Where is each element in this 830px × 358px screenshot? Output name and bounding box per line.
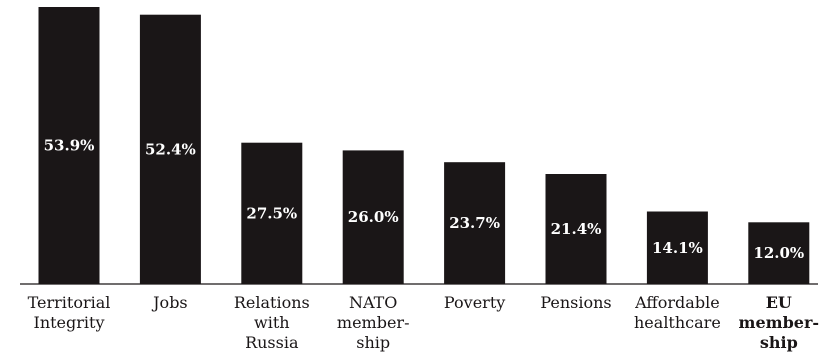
category-label: Affordable healthcare bbox=[634, 293, 721, 332]
category-label-line: Affordable bbox=[634, 293, 720, 312]
category-label-line: Poverty bbox=[444, 293, 505, 312]
category-label-line: ship bbox=[760, 333, 798, 352]
bar bbox=[139, 14, 201, 284]
bar bbox=[38, 7, 100, 284]
category-label-line: Integrity bbox=[34, 313, 105, 332]
bar bbox=[545, 174, 607, 284]
category-label-line: Pensions bbox=[540, 293, 611, 312]
category-label-line: member- bbox=[739, 313, 819, 332]
category-label-line: Russia bbox=[245, 333, 299, 352]
category-label: Jobs bbox=[151, 293, 188, 312]
bar-value-label: 52.4% bbox=[145, 140, 196, 158]
category-label-line: Territorial bbox=[28, 293, 111, 312]
category-label: Territorial Integrity bbox=[28, 293, 111, 332]
bars-group: 53.9% 52.4% 27.5% 26.0% 23.7% 21.4% 14.1% 12.0% bbox=[38, 7, 810, 284]
category-label: EU member-ship bbox=[739, 293, 819, 352]
category-label-line: EU bbox=[766, 293, 792, 312]
category-label-line: Jobs bbox=[151, 293, 188, 312]
bar bbox=[241, 142, 303, 284]
category-label: Pensions bbox=[540, 293, 611, 312]
category-label: Poverty bbox=[444, 293, 505, 312]
category-label-line: Relations bbox=[234, 293, 310, 312]
bar-value-label: 12.0% bbox=[753, 244, 804, 262]
category-label-line: ship bbox=[356, 333, 390, 352]
category-label: NATO member-ship bbox=[337, 293, 410, 352]
bar-value-label: 21.4% bbox=[551, 220, 602, 238]
bar-value-label: 26.0% bbox=[348, 208, 399, 226]
bar bbox=[342, 150, 404, 284]
category-labels-group: Territorial Integrity Jobs Relations with Rus… bbox=[28, 293, 819, 352]
bar bbox=[444, 162, 506, 284]
bar-value-label: 23.7% bbox=[449, 214, 500, 232]
bar bbox=[748, 222, 810, 284]
bar-value-label: 53.9% bbox=[44, 137, 95, 155]
bar-value-label: 14.1% bbox=[652, 239, 703, 257]
category-label-line: member- bbox=[337, 313, 410, 332]
category-label-line: with bbox=[254, 313, 290, 332]
bar bbox=[646, 211, 708, 284]
category-label: Relations with Russia bbox=[234, 293, 310, 352]
bar-value-label: 27.5% bbox=[246, 204, 297, 222]
category-label-line: healthcare bbox=[634, 313, 721, 332]
category-label-line: NATO bbox=[349, 293, 397, 312]
